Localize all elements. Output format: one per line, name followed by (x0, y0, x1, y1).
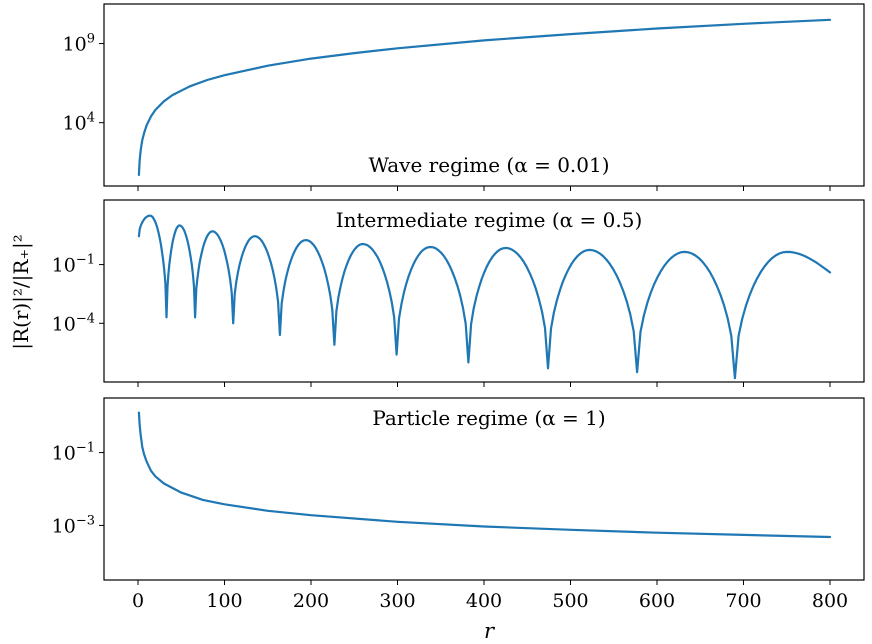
panel-title: Particle regime (α = 1) (372, 406, 605, 430)
x-axis-label: r (484, 619, 496, 643)
x-tick-label: 700 (725, 590, 761, 612)
panel-title: Intermediate regime (α = 0.5) (336, 208, 643, 232)
y-tick-label: 104 (63, 111, 95, 135)
y-tick-label: 10−1 (52, 441, 95, 465)
x-tick-label: 800 (812, 590, 848, 612)
x-tick-label: 600 (639, 590, 675, 612)
y-tick-label: 10−1 (52, 253, 95, 277)
x-tick-label: 100 (206, 590, 242, 612)
y-tick-label: 109 (63, 32, 95, 56)
panel-3: 10−3 10−1 Particle regime (α = 1) (52, 397, 865, 585)
x-tick-label: 0 (132, 590, 144, 612)
x-tick-labels: 0 100 200 300 400 500 600 700 800 (132, 590, 848, 612)
x-tick-label: 200 (293, 590, 329, 612)
series-line (137, 18, 832, 176)
y-tick-label: 10−4 (52, 311, 95, 335)
x-tick-label: 400 (466, 590, 502, 612)
y-axis-label: |R(r)|²/|R₊|² (9, 234, 34, 350)
x-tick-label: 500 (552, 590, 588, 612)
x-tick-label: 300 (379, 590, 415, 612)
series-line (137, 214, 832, 380)
panel-1: 104 109 Wave regime (α = 0.01) (63, 3, 865, 191)
y-tick-label: 10−3 (52, 513, 95, 537)
series-line (137, 411, 832, 539)
panel-title: Wave regime (α = 0.01) (368, 153, 609, 177)
panel-2: 10−4 10−1 Intermediate regime (α = 0.5) (52, 199, 865, 387)
